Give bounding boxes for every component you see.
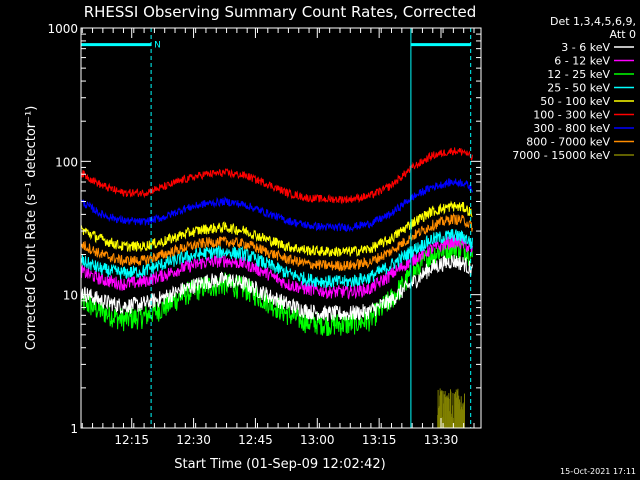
x-tick-label: 13:30: [424, 433, 459, 447]
legend-entry-label: 100 - 300 keV: [533, 109, 610, 122]
series-line-6-12-kev: [81, 234, 473, 300]
series-line-100-300-kev: [81, 147, 473, 205]
legend-entry-label: 6 - 12 keV: [554, 55, 610, 68]
x-tick-label: 12:30: [176, 433, 211, 447]
legend-entry-label: 12 - 25 keV: [547, 68, 610, 81]
y-tick-label: 10: [63, 289, 78, 303]
legend-header: Att 0: [610, 28, 636, 41]
y-tick-label: 1: [70, 422, 78, 436]
x-axis-label: Start Time (01-Sep-09 12:02:42): [174, 457, 385, 472]
series-line-50-100-kev: [81, 200, 473, 257]
x-tick-label: 13:00: [300, 433, 335, 447]
plot-frame: [80, 27, 482, 429]
y-axis-label: Corrected Count Rate (s⁻¹ detector⁻¹): [24, 106, 39, 351]
y-tick-label: 100: [55, 155, 78, 169]
annotation-layer: N: [81, 28, 472, 428]
axes: 1 10 100 1000 12:15 12:30 12:45 13:00 13:15 13:30: [47, 22, 481, 447]
series-layer: [81, 147, 473, 428]
series-line-25-50-kev: [81, 228, 473, 288]
legend-entry-label: 300 - 800 keV: [533, 122, 610, 135]
x-tick-label: 12:45: [238, 433, 273, 447]
series-line-800-7000-kev: [81, 212, 473, 272]
legend-entry-label: 800 - 7000 keV: [526, 136, 610, 149]
chart-title: RHESSI Observing Summary Count Rates, Co…: [84, 3, 477, 21]
legend-entry-label: 3 - 6 keV: [561, 41, 610, 54]
footer-timestamp: 15-Oct-2021 17:11: [560, 467, 636, 476]
y-tick-label: 1000: [47, 22, 78, 36]
x-tick-label: 12:15: [114, 433, 149, 447]
legend-entry-label: 50 - 100 keV: [540, 95, 610, 108]
legend-entry-label: 7000 - 15000 keV: [512, 149, 610, 162]
series-line-300-800-kev: [81, 178, 473, 233]
legend-entry-label: 25 - 50 keV: [547, 82, 610, 95]
x-tick-label: 13:15: [362, 433, 397, 447]
plot-area: N: [81, 28, 473, 428]
attenuator-bar-label: N: [154, 41, 161, 51]
legend-header: Det 1,3,4,5,6,9,: [550, 15, 636, 28]
series-line-3-6-kev: [81, 254, 473, 322]
burst-bars: [437, 388, 466, 428]
